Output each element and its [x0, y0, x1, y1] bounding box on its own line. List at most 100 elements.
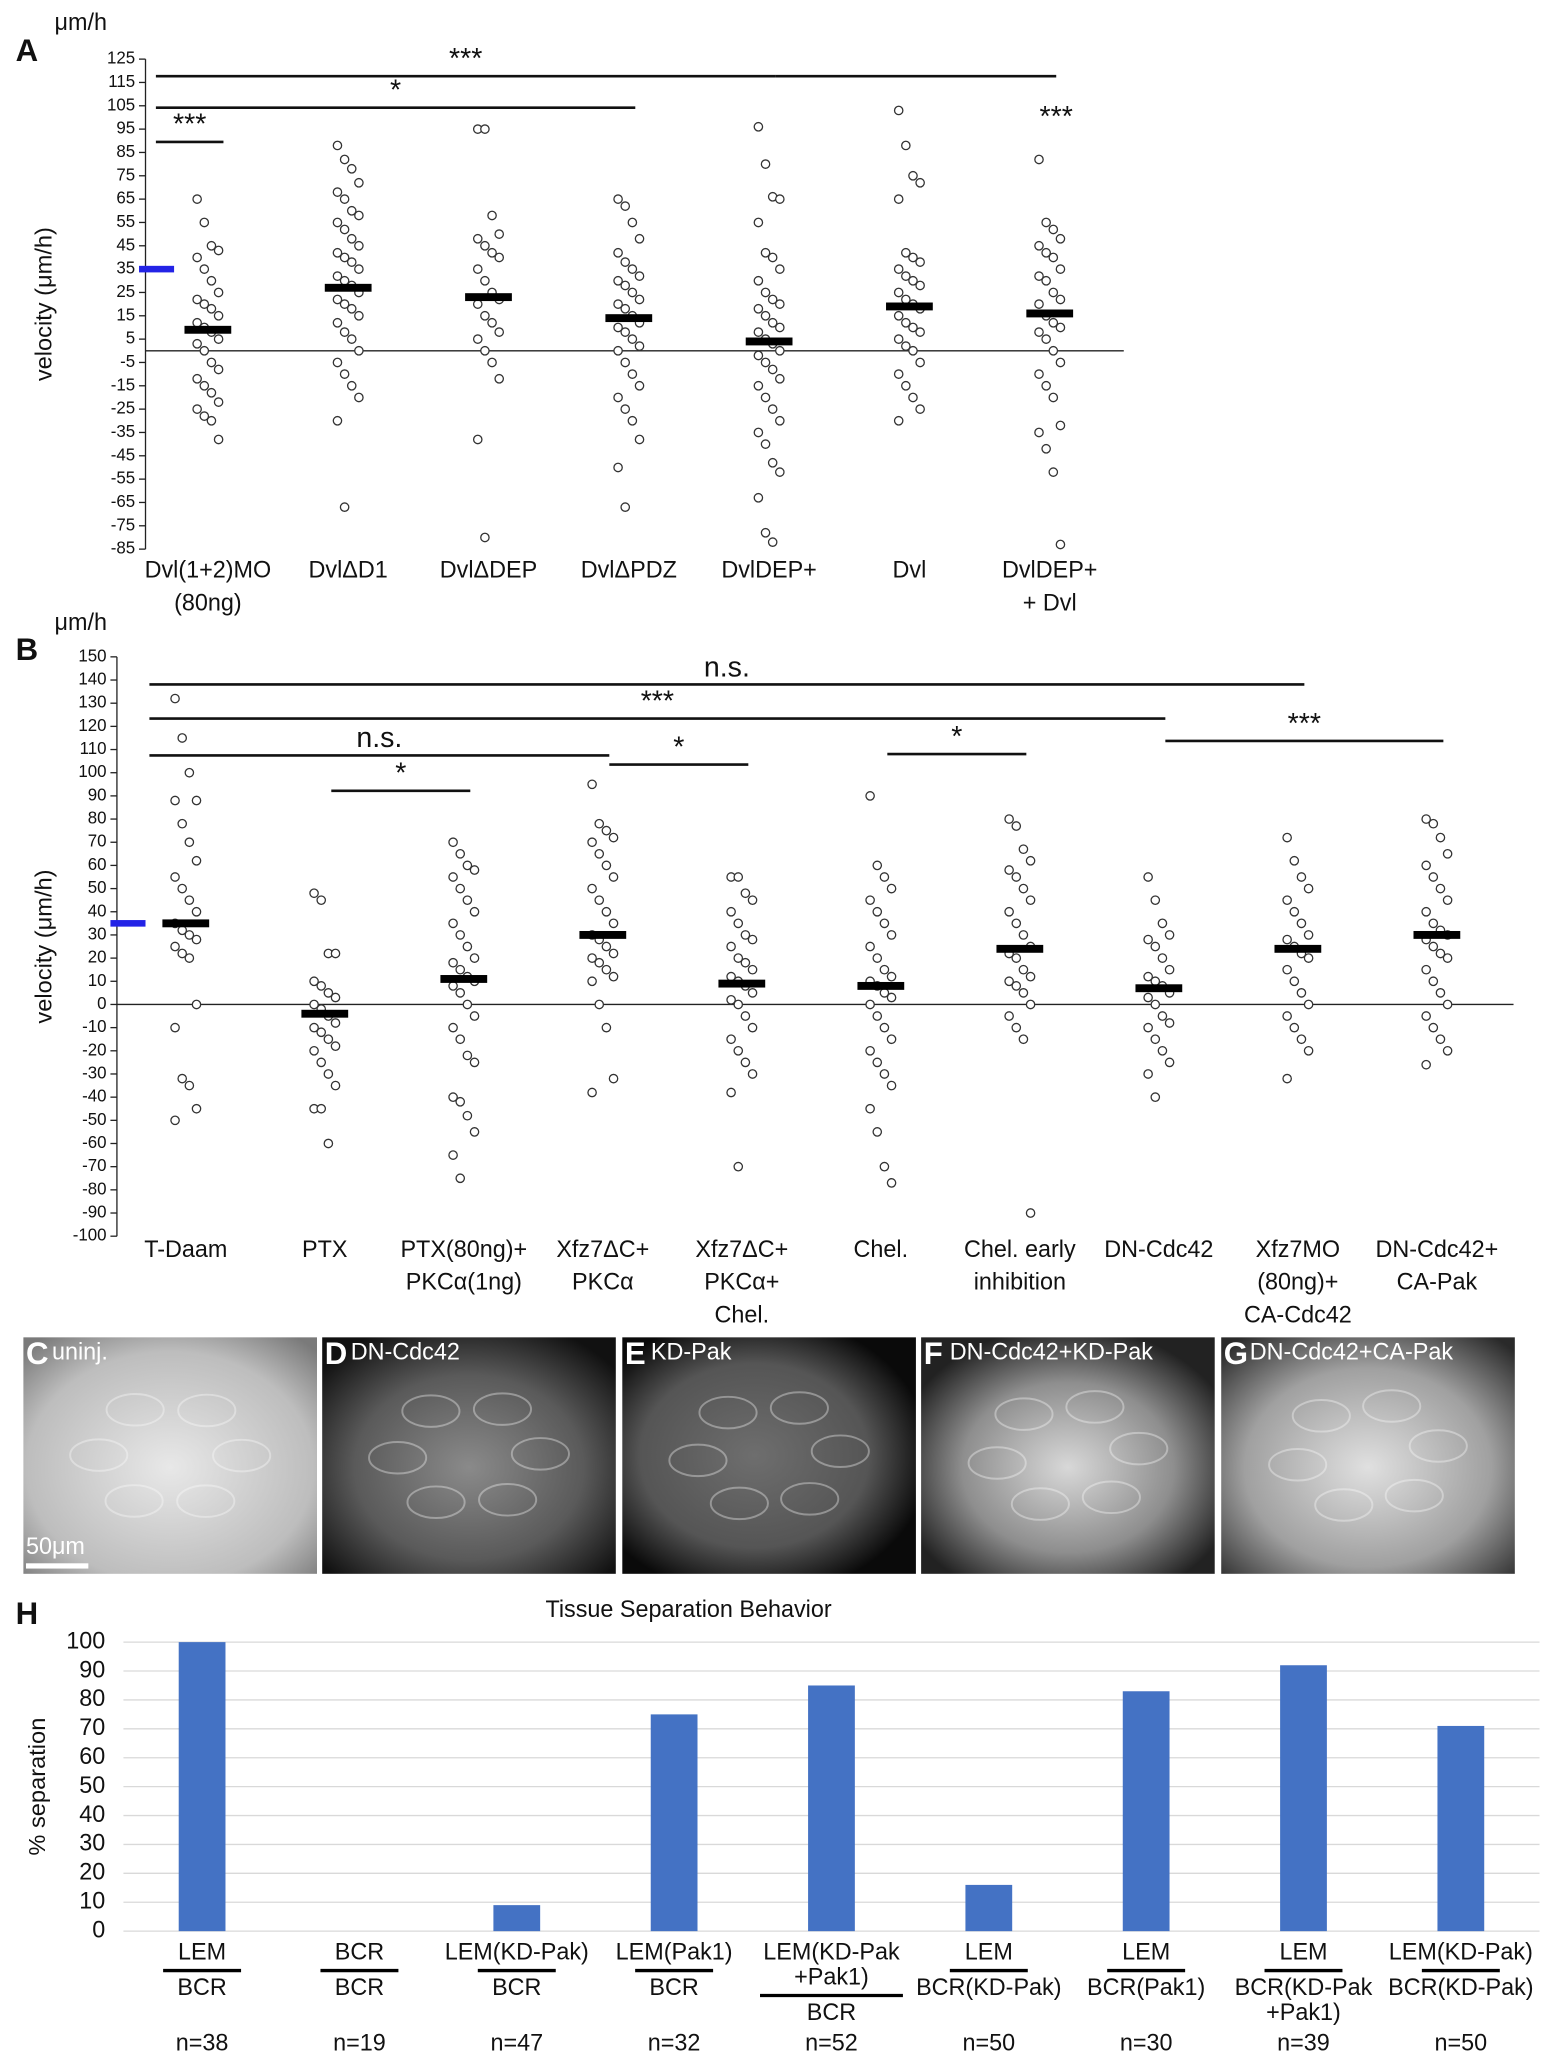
cell-edge — [1314, 1488, 1374, 1522]
data-point — [587, 779, 597, 790]
data-point — [893, 194, 904, 204]
significance-label: * — [395, 758, 406, 790]
y-axis-title: % separation — [24, 1718, 50, 1856]
data-point — [1048, 467, 1059, 477]
data-point — [760, 357, 771, 368]
data-point — [1303, 883, 1314, 894]
data-point — [332, 187, 343, 197]
data-point — [747, 1022, 758, 1033]
data-point — [775, 373, 785, 384]
data-point — [901, 247, 911, 258]
y-tick-label: 95 — [116, 119, 135, 138]
mean-bar — [184, 325, 232, 334]
data-point — [1025, 895, 1036, 906]
y-tick-label: 30 — [79, 1830, 105, 1856]
data-point — [309, 888, 319, 899]
data-point — [469, 1127, 480, 1137]
data-point — [915, 257, 925, 267]
data-point — [1435, 883, 1446, 894]
data-point — [1143, 934, 1153, 945]
mean-bar — [324, 283, 372, 292]
data-point — [199, 299, 210, 309]
cell-edge — [368, 1441, 428, 1475]
sample-size: n=39 — [1277, 2029, 1330, 2052]
data-point — [455, 964, 466, 975]
data-point — [601, 825, 612, 836]
data-point — [316, 1057, 327, 1068]
data-point — [1157, 1045, 1168, 1056]
data-point — [879, 1022, 890, 1033]
data-point — [1296, 872, 1307, 882]
y-tick-label: -30 — [82, 1063, 106, 1082]
data-point — [170, 941, 180, 952]
data-point — [613, 322, 623, 333]
data-point — [206, 275, 217, 286]
data-point — [1428, 872, 1439, 882]
data-point — [199, 264, 210, 274]
data-point — [627, 415, 638, 426]
data-point — [213, 245, 224, 256]
cell-edge — [810, 1434, 870, 1468]
data-point — [872, 953, 883, 963]
y-tick-label: 25 — [116, 282, 135, 301]
y-tick-label: 70 — [88, 832, 107, 851]
data-point — [634, 233, 645, 244]
data-point — [1282, 964, 1292, 975]
data-point — [620, 327, 631, 337]
data-point — [1421, 964, 1431, 975]
data-point — [753, 492, 764, 503]
data-point — [330, 1041, 341, 1052]
significance-label: *** — [173, 109, 206, 141]
y-tick-label: 10 — [88, 971, 107, 990]
data-point — [480, 345, 490, 356]
data-point — [346, 233, 357, 244]
data-point — [594, 895, 605, 906]
data-point — [330, 1080, 341, 1091]
data-point — [354, 392, 364, 403]
y-tick-label: -35 — [111, 422, 135, 441]
data-point — [627, 264, 638, 274]
data-point — [775, 264, 785, 274]
x-tick-label: CA-Cdc42 — [1244, 1301, 1352, 1327]
data-point — [448, 1022, 458, 1033]
data-point — [1004, 865, 1014, 875]
data-point — [915, 404, 925, 414]
y-axis-title: velocity (μm/h) — [31, 869, 57, 1023]
data-point — [462, 1110, 473, 1121]
x-tick-label: PKCα — [572, 1269, 634, 1295]
x-tick-label: (80ng)+ — [1257, 1269, 1338, 1295]
group-top-label: BCR — [335, 1939, 384, 1965]
data-point — [753, 217, 764, 228]
data-point — [634, 294, 645, 305]
y-tick-label: -10 — [82, 1017, 106, 1036]
y-tick-label: -90 — [82, 1202, 106, 1221]
data-point — [1018, 844, 1029, 855]
cell-edge — [478, 1483, 538, 1517]
x-tick-label: DvlDEP+ — [1002, 557, 1097, 583]
data-point — [469, 906, 480, 917]
data-point — [627, 217, 638, 228]
data-point — [455, 1034, 466, 1045]
significance-label: * — [390, 74, 401, 106]
data-point — [915, 327, 925, 337]
data-point — [309, 1045, 319, 1056]
x-tick-label: Dvl — [893, 557, 927, 583]
sample-size: n=47 — [490, 2029, 543, 2052]
y-tick-label: -60 — [82, 1133, 106, 1152]
mean-bar — [162, 919, 210, 928]
group-top-label: LEM(Pak1) — [616, 1939, 733, 1965]
bar — [1280, 1665, 1327, 1932]
mean-bar — [465, 293, 512, 302]
data-point — [1034, 271, 1044, 281]
y-tick-label: 50 — [79, 1772, 105, 1798]
data-point — [462, 941, 473, 952]
data-point — [170, 1022, 180, 1033]
data-point — [908, 252, 918, 263]
data-point — [332, 140, 343, 151]
x-tick-label: inhibition — [974, 1269, 1066, 1295]
data-point — [775, 467, 785, 477]
data-point — [1004, 814, 1014, 824]
group-top-label: LEM — [1279, 1939, 1327, 1965]
data-point — [1034, 327, 1044, 337]
